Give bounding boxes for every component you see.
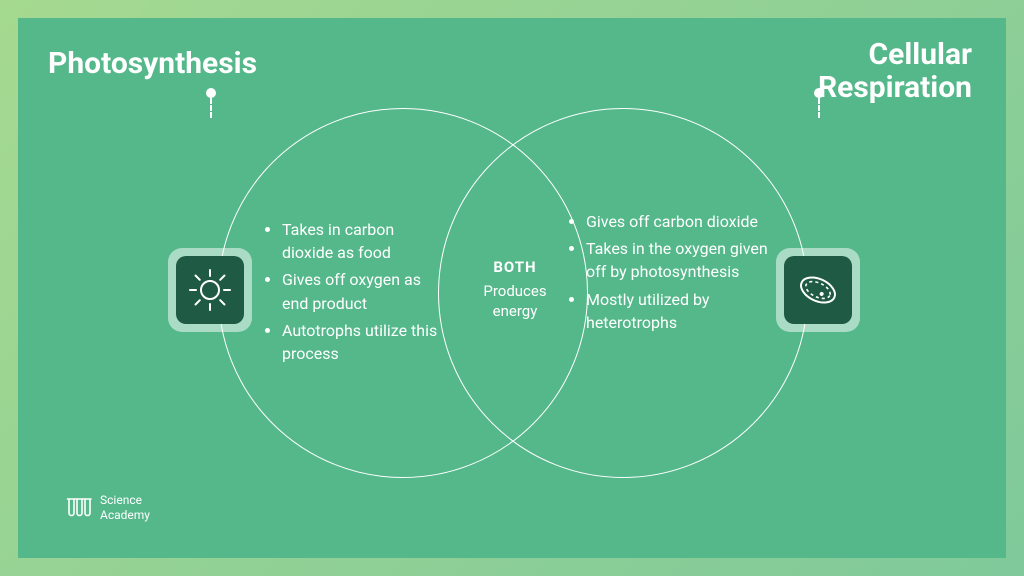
sun-icon <box>176 256 244 324</box>
venn-diagram: Takes in carbon dioxide as food Gives of… <box>18 98 1006 518</box>
left-bullet-list: Takes in carbon dioxide as food Gives of… <box>264 218 444 369</box>
mitochondrion-icon <box>784 256 852 324</box>
left-icon-box <box>168 248 252 332</box>
left-connector-line <box>210 98 212 118</box>
intersection-text: Produces energy <box>466 282 564 321</box>
right-title-line1: Cellular <box>869 37 973 72</box>
brand-line2: Academy <box>100 508 150 522</box>
brand-line1: Science <box>100 493 150 507</box>
list-item: Mostly utilized by heterotrophs <box>586 288 768 334</box>
right-bullet-list: Gives off carbon dioxide Takes in the ox… <box>568 210 768 338</box>
list-item: Gives off oxygen as end product <box>282 268 444 314</box>
left-title: Photosynthesis <box>48 46 257 81</box>
venn-intersection: BOTH Produces energy <box>466 258 564 321</box>
right-connector-line <box>818 98 820 118</box>
intersection-label: BOTH <box>466 258 564 276</box>
test-tubes-icon <box>66 496 92 520</box>
list-item: Takes in carbon dioxide as food <box>282 218 444 264</box>
list-item: Takes in the oxygen given off by photosy… <box>586 237 768 283</box>
right-title: Cellular Respiration <box>818 38 972 104</box>
list-item: Autotrophs utilize this process <box>282 319 444 365</box>
outer-frame: Photosynthesis Cellular Respiration <box>0 0 1024 576</box>
list-item: Gives off carbon dioxide <box>586 210 768 233</box>
right-icon-box <box>776 248 860 332</box>
diagram-panel: Photosynthesis Cellular Respiration <box>18 18 1006 558</box>
footer-brand: Science Academy <box>66 493 150 522</box>
